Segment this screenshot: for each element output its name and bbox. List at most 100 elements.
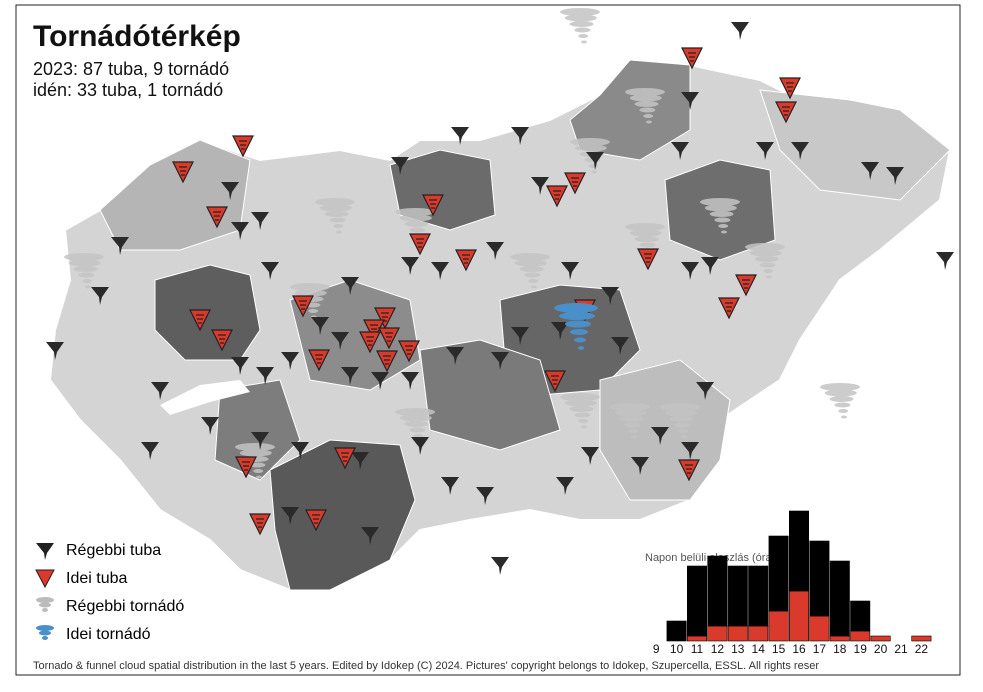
- region: [419, 339, 561, 451]
- icon-part: [629, 229, 662, 237]
- icon-part: [766, 275, 772, 279]
- old-funnel-icon: [551, 322, 569, 340]
- bar: [707, 555, 728, 627]
- old-funnel-icon: [611, 337, 629, 355]
- new-funnel-icon: [334, 447, 356, 470]
- new-funnel-icon: [735, 274, 757, 297]
- icon-part: [564, 14, 597, 22]
- icon-part: [409, 233, 431, 256]
- icon-part: [735, 274, 757, 297]
- icon-part: [664, 409, 697, 417]
- old-tornado-icon: [625, 88, 665, 124]
- old-funnel-icon: [391, 157, 409, 175]
- bar: [768, 535, 789, 612]
- old-funnel-icon: [476, 487, 494, 505]
- old-funnel-icon: [681, 442, 699, 460]
- icon-part: [239, 449, 272, 457]
- bar: [727, 565, 748, 627]
- new-funnel-icon: [544, 370, 566, 393]
- icon-part: [775, 101, 797, 124]
- icon-part: [634, 236, 659, 242]
- icon-part: [678, 429, 689, 433]
- new-funnel-icon: [409, 233, 431, 256]
- old-funnel-icon: [491, 352, 509, 370]
- old-funnel-icon: [141, 442, 159, 460]
- legend-icon: [36, 625, 54, 640]
- bar: [686, 635, 707, 642]
- icon-part: [834, 402, 851, 408]
- icon-part: [235, 456, 257, 479]
- new-funnel-icon: [305, 509, 327, 532]
- icon-part: [565, 320, 591, 328]
- old-funnel-icon: [281, 352, 299, 370]
- icon-part: [578, 34, 589, 38]
- country-map: [48, 58, 952, 591]
- histogram: 9 10 11 12 13 14 15 16 17 18 19 20 21 22: [653, 510, 932, 656]
- icon-part: [574, 412, 591, 418]
- old-funnel-icon: [251, 212, 269, 230]
- icon-part: [359, 331, 381, 354]
- old-tornado-icon: [510, 253, 550, 289]
- icon-part: [560, 393, 600, 401]
- x-tick-label: 10: [670, 642, 684, 656]
- old-funnel-icon: [886, 167, 904, 185]
- new-funnel-icon: [235, 456, 257, 479]
- title: Tornádótérkép: [33, 20, 241, 53]
- x-tick-label: 14: [752, 642, 766, 656]
- icon-part: [78, 272, 95, 278]
- old-funnel-icon: [561, 262, 579, 280]
- new-funnel-icon: [374, 307, 396, 330]
- old-funnel-icon: [256, 367, 274, 385]
- old-funnel-icon: [231, 357, 249, 375]
- icon-part: [643, 114, 654, 118]
- icon-part: [519, 266, 544, 272]
- icon-part: [68, 259, 101, 267]
- icon-part: [674, 422, 691, 428]
- new-funnel-icon: [678, 459, 700, 482]
- icon-part: [399, 214, 432, 222]
- icon-part: [308, 349, 330, 372]
- new-funnel-icon: [232, 135, 254, 158]
- old-funnel-icon: [731, 22, 749, 40]
- old-funnel-icon: [531, 177, 549, 195]
- x-tick-label: 21: [894, 642, 908, 656]
- old-funnel-icon: [91, 287, 109, 305]
- old-funnel-icon: [581, 447, 599, 465]
- x-tick-label: 11: [691, 642, 704, 656]
- old-funnel-icon: [511, 127, 529, 145]
- footer: Tornado & funnel cloud spatial distribut…: [33, 660, 819, 672]
- old-funnel-icon: [861, 162, 879, 180]
- old-funnel-icon: [251, 432, 269, 450]
- new-funnel-icon: [172, 161, 194, 184]
- legend-icon: [36, 543, 54, 560]
- old-tornado-icon: [820, 383, 860, 419]
- icon-part: [305, 509, 327, 532]
- bar: [727, 625, 748, 642]
- old-funnel-icon: [486, 242, 504, 260]
- region: [269, 439, 416, 591]
- old-tornado-icon: [235, 443, 275, 479]
- icon-part: [64, 253, 104, 261]
- bar: [748, 625, 769, 642]
- legend-label: Idei tornádó: [66, 626, 151, 643]
- old-funnel-icon: [601, 287, 619, 305]
- old-funnel-icon: [451, 127, 469, 145]
- old-funnel-icon: [221, 182, 239, 200]
- icon-part: [574, 144, 607, 152]
- icon-part: [610, 403, 650, 411]
- old-tornado-icon: [660, 403, 700, 439]
- new-funnel-icon: [189, 309, 211, 332]
- old-funnel-icon: [231, 222, 249, 240]
- old-funnel-icon: [46, 342, 64, 360]
- bar: [829, 635, 850, 642]
- icon-part: [646, 120, 652, 124]
- icon-part: [253, 469, 264, 473]
- bar: [809, 615, 830, 642]
- new-funnel-icon: [455, 249, 477, 272]
- new-funnel-icon: [637, 248, 659, 271]
- icon-part: [709, 211, 734, 217]
- icon-part: [581, 425, 587, 429]
- icons: [46, 8, 954, 575]
- new-funnel-icon: [249, 513, 271, 536]
